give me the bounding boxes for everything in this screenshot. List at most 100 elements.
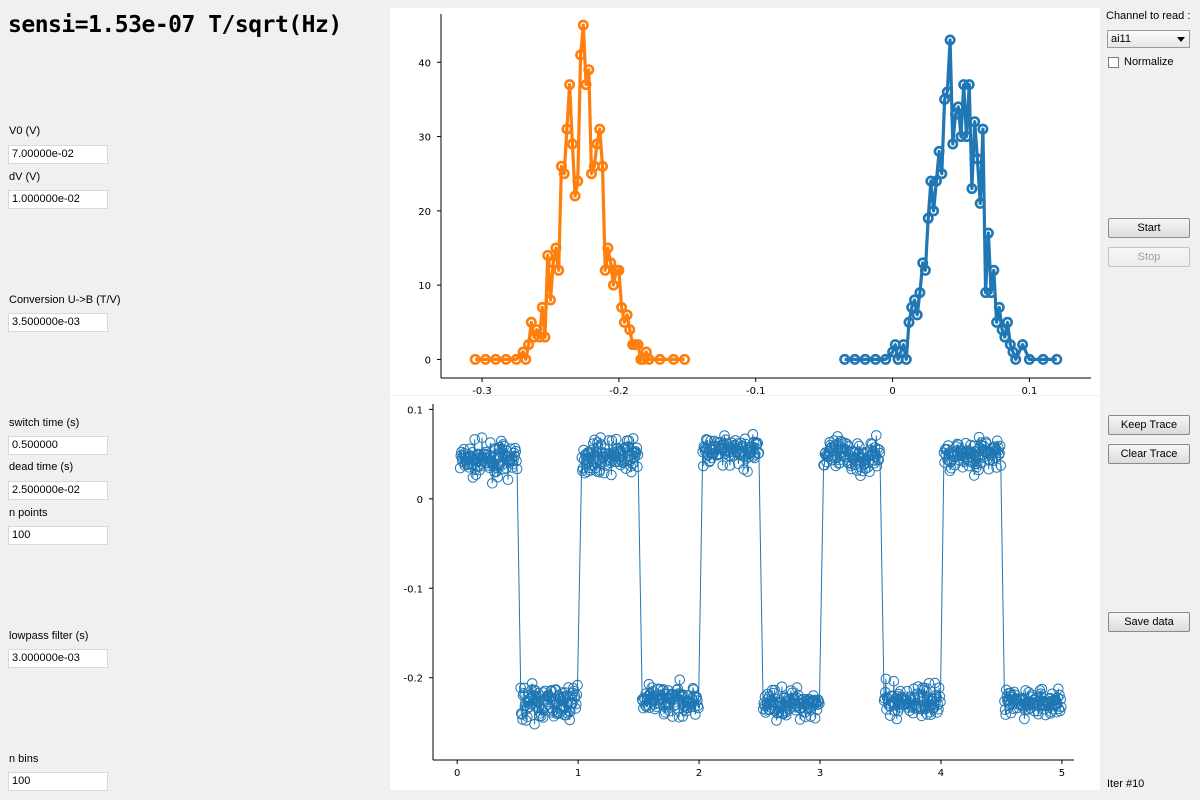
histogram-point (925, 175, 937, 187)
trace-point (719, 430, 730, 441)
trace-point (568, 685, 580, 697)
n-bins-label: n bins (9, 753, 39, 765)
histogram-point (928, 205, 940, 217)
trace-point (627, 433, 639, 444)
trace-point (971, 462, 982, 473)
channel-select-value: ai11 (1111, 33, 1131, 45)
lowpass-field[interactable]: 3.000000e-03 (8, 649, 108, 668)
trace-point (871, 430, 882, 441)
histogram-point (930, 175, 942, 187)
histogram-point (561, 123, 573, 135)
start-button[interactable]: Start (1108, 218, 1190, 238)
histogram-point (985, 287, 997, 299)
trace-point (570, 703, 581, 714)
trace-point (632, 449, 644, 461)
y-tick-label: 0.1 (407, 405, 423, 416)
trace-point (678, 689, 689, 701)
histogram-point (1037, 353, 1049, 365)
trace-point (855, 470, 866, 481)
histogram-point (545, 294, 557, 306)
histogram-point (572, 175, 584, 187)
normalize-checkbox[interactable] (1108, 57, 1119, 68)
trace-point (663, 699, 675, 711)
keep-trace-button[interactable]: Keep Trace (1108, 415, 1190, 435)
trace-point (925, 709, 937, 721)
clear-trace-button[interactable]: Clear Trace (1108, 444, 1190, 464)
trace-point (993, 442, 1004, 453)
trace-point (511, 463, 523, 475)
histogram-point (922, 212, 934, 224)
histogram-point (668, 353, 680, 365)
trace-point (667, 711, 678, 722)
trace-point (497, 439, 509, 450)
n-bins-field[interactable]: 100 (8, 772, 108, 791)
trace-point (857, 465, 868, 477)
switch-time-field[interactable]: 0.500000 (8, 436, 108, 455)
histogram-point (955, 131, 967, 143)
conversion-field[interactable]: 3.500000e-03 (8, 313, 108, 332)
trace-point (674, 674, 686, 686)
histogram-point (523, 339, 535, 351)
save-data-button[interactable]: Save data (1108, 612, 1190, 632)
iteration-status: Iter #10 (1107, 778, 1145, 790)
dead-time-field[interactable]: 2.500000e-02 (8, 481, 108, 500)
trace-point (753, 447, 765, 459)
histogram-point (980, 287, 992, 299)
trace-point (533, 695, 545, 707)
histogram-plot[interactable]: -0.3 -0.2 -0.1 0 0.1 0 10 20 30 40 (390, 8, 1100, 395)
trace-point (865, 438, 877, 449)
histogram-point (914, 287, 926, 299)
trace-point (995, 460, 1007, 471)
trace-point (851, 465, 863, 476)
trace-point (1054, 689, 1065, 701)
trace-point (891, 713, 903, 725)
trace-point (603, 435, 615, 446)
trace-point (939, 457, 950, 468)
trace-point (550, 684, 562, 695)
trace-point (840, 438, 851, 449)
histogram-point (982, 227, 994, 239)
histogram-point (490, 353, 502, 365)
y-tick-label: -0.2 (403, 674, 423, 685)
trace-point (945, 462, 957, 474)
trace-point (888, 675, 900, 687)
dv-field[interactable]: 1.000000e-02 (8, 190, 108, 209)
trace-point (479, 452, 490, 463)
histogram-point (952, 101, 964, 113)
histogram-point (839, 353, 851, 365)
trace-point (1036, 691, 1047, 702)
sensitivity-title: sensi=1.53e-07 T/sqrt(Hz) (8, 12, 342, 38)
histogram-point (988, 264, 1000, 276)
trace-point (1000, 709, 1012, 720)
histogram-point (966, 183, 978, 195)
trace-point (740, 438, 751, 450)
histogram-point (520, 353, 532, 365)
trace-point (630, 447, 642, 459)
x-tick-label: 0 (454, 768, 460, 779)
trace-point (522, 711, 533, 723)
trace-point (564, 714, 575, 726)
switch-time-label: switch time (s) (9, 417, 80, 429)
x-tick-label: 0 (889, 386, 895, 395)
stop-button[interactable]: Stop (1108, 247, 1190, 267)
histogram-point (936, 168, 948, 180)
trace-point (476, 432, 488, 444)
histogram-point (632, 339, 644, 351)
histogram-point (991, 316, 1003, 328)
trace-point (864, 466, 875, 477)
trace-point (994, 447, 1005, 459)
y-tick-label: 0 (417, 495, 423, 506)
channel-select[interactable]: ai11 (1107, 30, 1190, 48)
histogram-point (605, 257, 617, 269)
trace-point (606, 435, 618, 446)
trace-point (895, 685, 906, 697)
y-tick-label: -0.1 (403, 584, 423, 595)
y-tick-label: 40 (418, 58, 431, 69)
trace-point (673, 712, 685, 723)
n-points-field[interactable]: 100 (8, 526, 108, 545)
trace-point (535, 710, 547, 722)
time-trace-plot[interactable]: 0 1 2 3 4 5 0.1 0 -0.1 -0.2 (390, 396, 1100, 790)
x-tick-label: -0.3 (472, 386, 492, 395)
histogram-point (583, 64, 595, 76)
v0-field[interactable]: 7.00000e-02 (8, 145, 108, 164)
